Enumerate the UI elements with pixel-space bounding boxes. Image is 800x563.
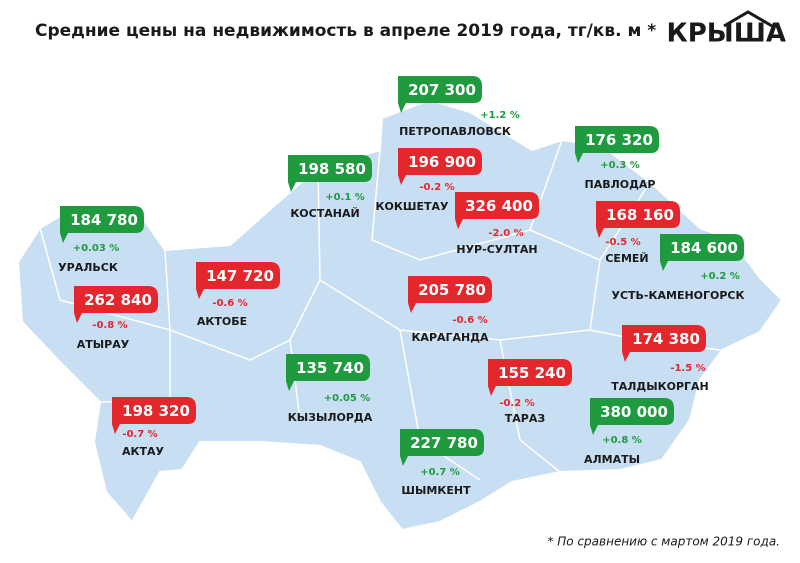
change: +0.8 % — [602, 435, 642, 446]
price: 168 160 — [606, 206, 674, 224]
price: 176 320 — [585, 131, 653, 149]
price: 147 720 — [206, 267, 274, 285]
price: 262 840 — [84, 291, 152, 309]
price: 380 000 — [600, 403, 668, 421]
city-name: ШЫМКЕНТ — [401, 484, 471, 497]
city-marker: 198 320 -0.7 % АКТАУ — [112, 397, 196, 458]
city-name: НУР-СУЛТАН — [456, 243, 537, 256]
city-name: КАРАГАНДА — [411, 331, 489, 344]
city-name: ТАЛДЫКОРГАН — [611, 380, 708, 393]
price: 207 300 — [408, 81, 476, 99]
city-name: ПАВЛОДАР — [585, 178, 656, 191]
city-name: АЛМАТЫ — [584, 453, 640, 466]
logo: КРЫША — [667, 10, 787, 49]
border — [319, 279, 591, 341]
price: 198 320 — [122, 402, 190, 420]
price-badge — [660, 234, 744, 271]
city-marker: 326 400 -2.0 % НУР-СУЛТАН — [455, 192, 539, 256]
city-marker: 184 780 +0.03 % УРАЛЬСК — [58, 206, 144, 274]
city-marker: 262 840 -0.8 % АТЫРАУ — [74, 286, 158, 351]
change: +1.2 % — [480, 110, 520, 121]
city-name: УРАЛЬСК — [58, 261, 118, 274]
city-marker: 168 160 -0.5 % СЕМЕЙ — [596, 201, 680, 265]
city-marker: 380 000 +0.8 % АЛМАТЫ — [584, 398, 674, 466]
change: -0.2 % — [419, 182, 454, 193]
city-marker: 147 720 -0.6 % АКТОБЕ — [196, 262, 280, 328]
price: 196 900 — [408, 153, 476, 171]
price: 326 400 — [465, 197, 533, 215]
city-name: КОСТАНАЙ — [290, 207, 359, 220]
city-name: АКТОБЕ — [197, 315, 247, 328]
change: -0.7 % — [122, 429, 157, 440]
border — [39, 227, 171, 331]
change: -2.0 % — [488, 228, 523, 239]
change: -1.5 % — [670, 363, 705, 374]
border — [371, 139, 563, 261]
city-marker: 184 600 +0.2 % УСТЬ-КАМЕНОГОРСК — [611, 234, 745, 302]
price: 198 580 — [298, 160, 366, 178]
price-badge — [488, 359, 572, 396]
city-name: ТАРАЗ — [505, 412, 546, 425]
price-badge — [596, 201, 680, 238]
city-marker: 207 300 +1.2 % ПЕТРОПАВЛОВСК — [398, 76, 520, 138]
price-badge — [196, 262, 280, 299]
city-marker: 205 780 -0.6 % КАРАГАНДА — [408, 276, 492, 344]
price: 184 600 — [670, 239, 738, 257]
price: 227 780 — [410, 434, 478, 452]
price-badge — [398, 76, 482, 113]
title: Средние цены на недвижимость в апреле 20… — [35, 21, 656, 41]
city-marker: 227 780 +0.7 % ШЫМКЕНТ — [400, 429, 484, 497]
price-badge — [288, 155, 372, 192]
city-marker: 196 900 -0.2 % КОКШЕТАУ — [376, 148, 482, 213]
change: +0.7 % — [420, 467, 460, 478]
change: -0.6 % — [212, 298, 247, 309]
change: -0.2 % — [499, 398, 534, 409]
price-badge — [74, 286, 158, 323]
city-marker: 135 740 +0.05 % КЫЗЫЛОРДА — [286, 354, 373, 424]
price-badge — [286, 354, 370, 391]
price-badge — [408, 276, 492, 313]
city-name: КОКШЕТАУ — [376, 200, 449, 213]
price: 135 740 — [296, 359, 364, 377]
city-name: АКТАУ — [122, 445, 165, 458]
logo-roof — [723, 10, 773, 28]
city-marker: 155 240 -0.2 % ТАРАЗ — [488, 359, 572, 425]
city-name: СЕМЕЙ — [605, 252, 648, 265]
change: +0.05 % — [324, 393, 371, 404]
price: 155 240 — [498, 364, 566, 382]
price-badge — [400, 429, 484, 466]
price-badge — [398, 148, 482, 185]
logo-text: КРЫША — [667, 19, 787, 49]
change: +0.2 % — [700, 271, 740, 282]
price-badge — [455, 192, 539, 229]
border — [164, 249, 291, 361]
city-name: КЫЗЫЛОРДА — [288, 411, 373, 424]
price-badge — [112, 397, 196, 434]
change: -0.5 % — [605, 237, 640, 248]
change: +0.03 % — [73, 243, 120, 254]
change: -0.8 % — [92, 320, 127, 331]
change: +0.3 % — [600, 160, 640, 171]
city-marker: 176 320 +0.3 % ПАВЛОДАР — [575, 126, 659, 191]
price-badge — [60, 206, 144, 243]
price-badge — [575, 126, 659, 163]
city-name: АТЫРАУ — [77, 338, 130, 351]
change: -0.6 % — [452, 315, 487, 326]
footnote: * По сравнению с мартом 2019 года. — [547, 535, 780, 549]
price: 184 780 — [70, 211, 138, 229]
city-name: УСТЬ-КАМЕНОГОРСК — [611, 289, 744, 302]
price-badge — [590, 398, 674, 435]
change: +0.1 % — [325, 192, 365, 203]
city-marker: 198 580 +0.1 % КОСТАНАЙ — [288, 155, 372, 220]
city-name: ПЕТРОПАВЛОВСК — [399, 125, 511, 138]
price: 205 780 — [418, 281, 486, 299]
city-marker: 174 380 -1.5 % ТАЛДЫКОРГАН — [611, 325, 709, 393]
price: 174 380 — [632, 330, 700, 348]
price-badge — [622, 325, 706, 362]
